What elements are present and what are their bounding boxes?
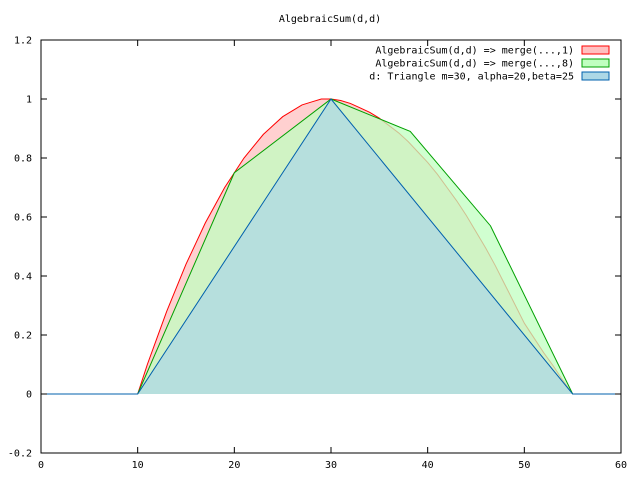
x-tick-label: 50 [518, 460, 530, 471]
series-layer [41, 98, 621, 395]
x-tick-label: 10 [132, 460, 144, 471]
x-tick-label: 60 [615, 460, 627, 471]
x-tick-label: 0 [38, 460, 44, 471]
legend: AlgebraicSum(d,d) => merge(...,1) Algebra… [369, 45, 610, 83]
y-tick-label: 1 [26, 95, 32, 106]
y-tick-label: 0.8 [14, 154, 32, 165]
x-tick-label: 30 [325, 460, 337, 471]
legend-label-3: d: Triangle m=30, alpha=20,beta=25 [369, 72, 574, 83]
series-line-2 [137, 98, 574, 395]
ticks-layer: 0 10 20 30 40 50 60 -0.2 0 0.2 0.4 0.6 0.8 1 1.2 [8, 36, 627, 472]
x-tick-label: 40 [422, 460, 434, 471]
y-tick-label: -0.2 [8, 449, 32, 460]
chart-title: AlgebraicSum(d,d) [279, 14, 381, 25]
series-line-3 [41, 98, 621, 395]
legend-swatch-2 [581, 58, 610, 68]
y-tick-label: 0 [26, 390, 32, 401]
legend-label-1: AlgebraicSum(d,d) => merge(...,1) [375, 46, 574, 57]
y-tick-label: 1.2 [14, 36, 32, 47]
y-tick-label: 0.6 [14, 213, 32, 224]
series-area-3 [41, 99, 621, 394]
legend-swatch-1 [581, 45, 610, 55]
y-tick-label: 0.2 [14, 331, 32, 342]
legend-label-2: AlgebraicSum(d,d) => merge(...,8) [375, 59, 574, 70]
legend-swatch-3 [581, 71, 610, 81]
y-tick-label: 0.4 [14, 272, 32, 283]
x-tick-label: 20 [228, 460, 240, 471]
